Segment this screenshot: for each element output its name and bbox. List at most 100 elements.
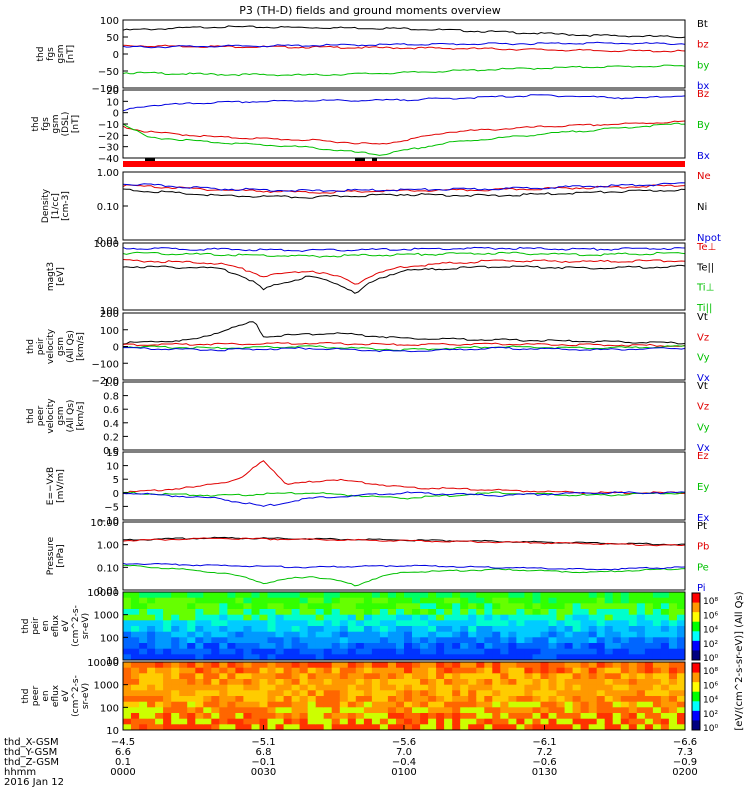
heatmap-cell (355, 707, 365, 714)
heatmap-cell (339, 648, 349, 655)
heatmap-cell (243, 696, 252, 703)
heatmap-cell (500, 609, 509, 616)
heatmap-cell (299, 690, 309, 697)
heatmap-cell (412, 609, 421, 616)
heatmap-cell (123, 626, 132, 633)
heatmap-cell (564, 662, 574, 669)
heatmap-cell (460, 620, 469, 627)
heatmap-cell (379, 724, 389, 731)
heatmap-cell (644, 679, 654, 686)
heatmap-cell (628, 592, 638, 599)
heatmap-cell (323, 626, 333, 633)
heatmap-cell (500, 701, 509, 708)
heatmap-cell (588, 724, 598, 731)
heatmap-cell (291, 620, 301, 627)
heatmap-cell (259, 713, 268, 720)
heatmap-cell (492, 648, 501, 655)
heatmap-cell (500, 626, 509, 633)
legend-label: Pt (697, 521, 707, 532)
heatmap-cell (396, 609, 405, 616)
y-axis-label: peir (36, 337, 46, 355)
heatmap-cell (677, 713, 686, 720)
heatmap-cell (612, 643, 622, 650)
heatmap-cell (484, 614, 493, 621)
heatmap-cell (652, 626, 662, 633)
x-axis-value: −5.1 (251, 737, 275, 748)
heatmap-cell (677, 684, 686, 691)
heatmap-cell (540, 648, 549, 655)
heatmap-cell (420, 597, 429, 604)
heatmap-cell (267, 718, 276, 725)
heatmap-cell (147, 648, 156, 655)
colorbar-2-segment (692, 701, 700, 712)
heatmap-cell (315, 667, 325, 674)
heatmap-cell (628, 684, 638, 691)
heatmap-cell (636, 620, 646, 627)
heatmap-cell (596, 620, 606, 627)
heatmap-cell (596, 603, 606, 610)
y-tick-label: 100 (100, 703, 119, 714)
heatmap-cell (516, 673, 525, 680)
heatmap-cell (580, 597, 590, 604)
heatmap-cell (532, 684, 541, 691)
heatmap-cell (580, 696, 590, 703)
heatmap-cell (660, 603, 670, 610)
heatmap-cell (291, 701, 301, 708)
heatmap-cell (636, 597, 646, 604)
heatmap-cell (291, 679, 301, 686)
heatmap-cell (347, 620, 357, 627)
heatmap-cell (243, 603, 252, 610)
heatmap-cell (291, 724, 301, 731)
heatmap-cell (147, 724, 156, 731)
heatmap-cell (323, 718, 333, 725)
heatmap-cell (476, 654, 485, 661)
y-axis-label: [eV] (56, 267, 66, 286)
series-Ey (122, 491, 686, 500)
heatmap-cell (468, 637, 477, 644)
heatmap-cell (524, 690, 533, 697)
heatmap-cell (444, 718, 453, 725)
heatmap-cell (139, 662, 148, 669)
heatmap-cell (396, 592, 405, 599)
y-tick-label: −50 (98, 67, 119, 78)
heatmap-cell (299, 637, 309, 644)
heatmap-cell (179, 654, 188, 661)
heatmap-cell (307, 643, 317, 650)
heatmap-cell (267, 679, 276, 686)
panel-frame (122, 312, 686, 381)
status-bar-marker (360, 158, 365, 161)
heatmap-cell (508, 626, 517, 633)
series-Te⊥ (122, 259, 686, 285)
heatmap-cell (171, 718, 180, 725)
heatmap-cell (588, 684, 598, 691)
heatmap-cell (179, 701, 188, 708)
heatmap-cell (131, 696, 140, 703)
heatmap-cell (155, 718, 164, 725)
heatmap-cell (516, 603, 525, 610)
heatmap-cell (275, 679, 284, 686)
heatmap-cell (572, 620, 582, 627)
heatmap-cell (243, 620, 252, 627)
heatmap-cell (155, 724, 164, 731)
series-Ni (122, 188, 686, 199)
heatmap-cell (436, 724, 445, 731)
heatmap-cell (604, 648, 614, 655)
heatmap-cell (508, 648, 517, 655)
heatmap-cell (283, 684, 293, 691)
heatmap-cell (347, 707, 357, 714)
heatmap-cell (540, 679, 549, 686)
heatmap-cell (548, 592, 557, 599)
heatmap-cell (315, 654, 325, 661)
heatmap-cell (379, 713, 389, 720)
heatmap-cell (275, 690, 284, 697)
heatmap-cell (436, 667, 445, 674)
y-tick-label: 1000 (94, 681, 119, 692)
heatmap-cell (315, 620, 325, 627)
heatmap-cell (412, 673, 421, 680)
heatmap-cell (331, 673, 341, 680)
heatmap-cell (355, 614, 365, 621)
heatmap-cell (179, 662, 188, 669)
legend-label: Vz (697, 332, 709, 343)
heatmap-cell (428, 643, 437, 650)
heatmap-cell (315, 701, 325, 708)
